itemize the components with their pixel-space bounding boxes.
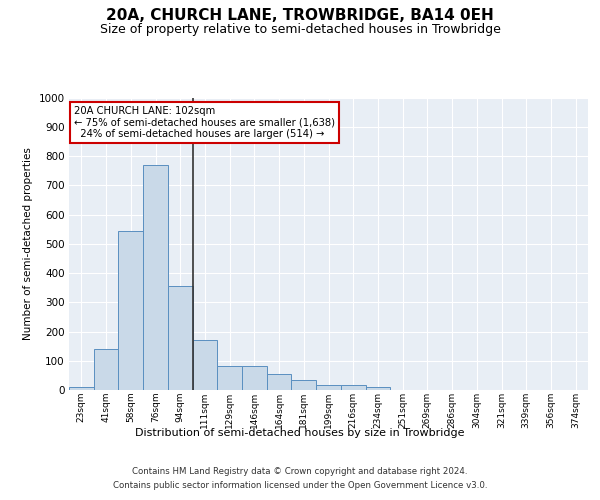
Bar (242, 366, 267, 390)
Bar (267, 374, 292, 390)
Bar (69, 387, 94, 390)
Text: Contains public sector information licensed under the Open Government Licence v3: Contains public sector information licen… (113, 481, 487, 490)
Bar (341, 384, 365, 390)
Bar (94, 349, 118, 390)
Text: Contains HM Land Registry data © Crown copyright and database right 2024.: Contains HM Land Registry data © Crown c… (132, 468, 468, 476)
Bar (168, 286, 193, 390)
Text: 20A, CHURCH LANE, TROWBRIDGE, BA14 0EH: 20A, CHURCH LANE, TROWBRIDGE, BA14 0EH (106, 8, 494, 22)
Text: Size of property relative to semi-detached houses in Trowbridge: Size of property relative to semi-detach… (100, 22, 500, 36)
Bar (316, 384, 341, 390)
Bar (217, 366, 242, 390)
Y-axis label: Number of semi-detached properties: Number of semi-detached properties (23, 148, 33, 340)
Bar (292, 380, 316, 390)
Bar (118, 230, 143, 390)
Bar (193, 340, 217, 390)
Text: 20A CHURCH LANE: 102sqm
← 75% of semi-detached houses are smaller (1,638)
  24% : 20A CHURCH LANE: 102sqm ← 75% of semi-de… (74, 106, 335, 140)
Bar (143, 165, 168, 390)
Bar (365, 387, 390, 390)
Text: Distribution of semi-detached houses by size in Trowbridge: Distribution of semi-detached houses by … (135, 428, 465, 438)
